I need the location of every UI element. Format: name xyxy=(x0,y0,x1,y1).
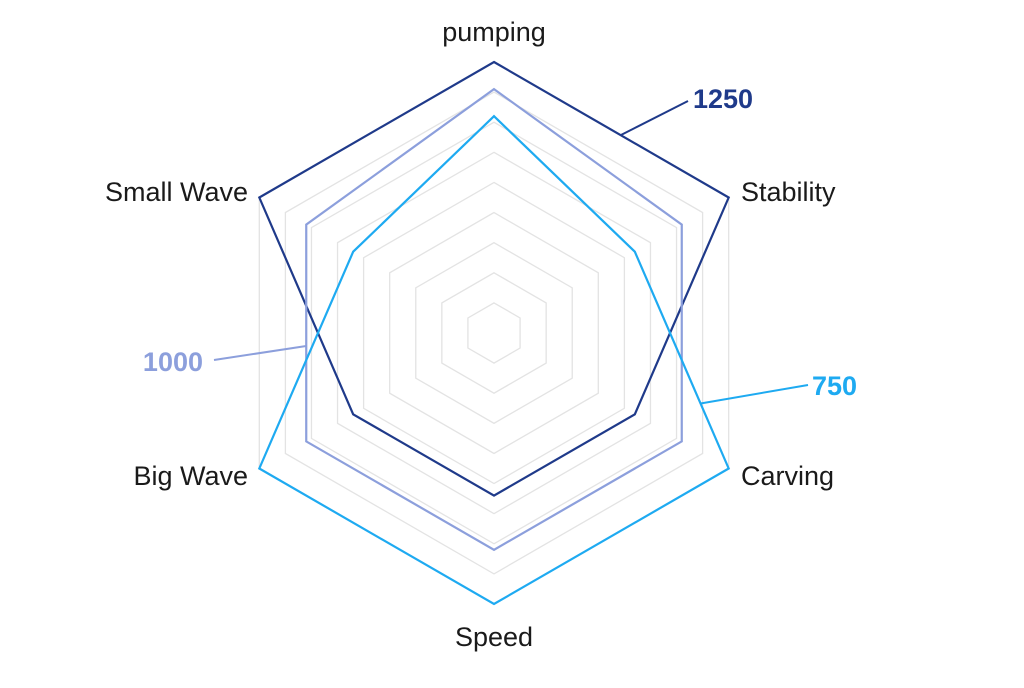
axis-label-big-wave: Big Wave xyxy=(133,461,248,491)
grid-ring-4 xyxy=(389,211,599,455)
radar-labels: pumping Stability Carving Speed Big Wave… xyxy=(105,17,857,652)
grid-ring-9 xyxy=(258,61,730,605)
grid-ring-6 xyxy=(336,151,652,515)
series-label-1000: 1000 xyxy=(143,347,203,377)
grid-ring-5 xyxy=(362,181,626,485)
axis-label-stability: Stability xyxy=(741,177,836,207)
radar-series xyxy=(257,60,731,606)
radar-grid xyxy=(258,61,730,605)
leader-line-1000 xyxy=(213,345,307,361)
grid-ring-7 xyxy=(310,121,678,545)
axis-label-carving: Carving xyxy=(741,461,834,491)
series-line-750 xyxy=(257,114,731,606)
series-leader-lines xyxy=(213,100,809,405)
leader-line-750 xyxy=(700,384,809,405)
series-label-1250: 1250 xyxy=(693,84,753,114)
series-line-1250 xyxy=(257,60,731,497)
series-label-750: 750 xyxy=(812,371,857,401)
axis-label-pumping: pumping xyxy=(442,17,546,47)
grid-ring-2 xyxy=(441,272,547,394)
axis-label-small-wave: Small Wave xyxy=(105,177,248,207)
leader-line-1250 xyxy=(620,100,689,137)
grid-ring-8 xyxy=(284,91,704,575)
axis-label-speed: Speed xyxy=(455,622,533,652)
series-line-1000 xyxy=(305,87,683,552)
grid-ring-3 xyxy=(415,241,573,425)
grid-ring-1 xyxy=(467,302,521,364)
